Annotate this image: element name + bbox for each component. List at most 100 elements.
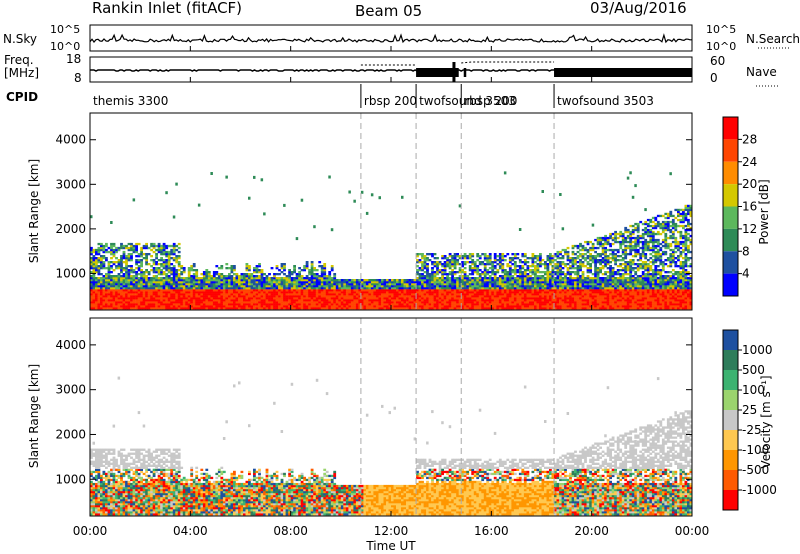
power-cell: [493, 273, 497, 276]
power-cell: [421, 293, 424, 296]
power-cell: [160, 283, 163, 286]
power-cell: [493, 281, 497, 284]
power-cell: [315, 303, 319, 306]
power-cell: [616, 295, 620, 298]
power-cell: [436, 267, 439, 270]
power-cell: [574, 267, 577, 270]
power-cell: [629, 234, 633, 238]
power-cell: [238, 299, 241, 302]
power-cell: [549, 289, 552, 292]
power-cell: [325, 297, 329, 300]
power-cell: [295, 293, 299, 296]
power-cell: [498, 303, 502, 306]
power-cell: [155, 293, 158, 296]
power-cell: [368, 279, 372, 282]
power-cell: [426, 303, 429, 306]
power-cell: [145, 281, 148, 284]
power-cell: [579, 255, 582, 258]
power-cell: [293, 287, 296, 290]
power-cell: [483, 285, 487, 288]
power-cell: [157, 291, 161, 294]
power-cell: [611, 248, 615, 252]
power-cell: [428, 275, 432, 278]
power-cell: [348, 289, 352, 292]
power-cell: [202, 287, 206, 290]
power-cell: [421, 305, 424, 308]
power-cell: [636, 295, 640, 298]
power-cell: [110, 275, 113, 278]
power-cell: [436, 285, 439, 288]
power-cell: [253, 271, 256, 274]
power-cell: [273, 307, 276, 310]
power-cell: [621, 234, 625, 238]
power-cell: [551, 261, 555, 264]
power-cell: [468, 257, 472, 260]
power-cell: [330, 285, 334, 288]
power-cell: [298, 273, 301, 276]
power-cell: [438, 305, 442, 308]
power-cell: [428, 259, 432, 262]
power-cell: [604, 234, 607, 238]
power-cell: [594, 238, 597, 242]
power-cell: [293, 293, 296, 296]
power-cell: [253, 307, 256, 310]
power-cell: [212, 287, 216, 290]
power-cell: [303, 307, 306, 310]
power-cell: [260, 277, 264, 280]
power-cell: [353, 285, 357, 288]
power-cell: [576, 281, 580, 284]
power-cell: [147, 303, 151, 306]
power-cell: [165, 277, 169, 280]
power-cell: [200, 279, 204, 282]
power-cell: [453, 293, 457, 296]
power-cell: [205, 293, 209, 296]
power-cell: [95, 269, 98, 272]
power-cell: [476, 255, 480, 258]
power-cell: [428, 299, 432, 302]
power-cell: [353, 293, 357, 296]
power-cell: [207, 273, 211, 276]
power-cell: [315, 277, 319, 280]
power-cell: [508, 279, 512, 282]
power-cell: [408, 291, 412, 294]
power-cell: [215, 285, 219, 288]
power-cell: [328, 271, 332, 274]
power-cell: [596, 277, 600, 280]
power-cell: [531, 287, 535, 290]
power-cell: [240, 279, 244, 282]
power-cell: [145, 297, 148, 300]
power-cell: [559, 289, 562, 292]
power-cell: [503, 303, 507, 306]
power-cell: [523, 263, 527, 266]
power-cell: [441, 257, 444, 260]
power-cell: [629, 232, 633, 236]
power-cell: [418, 303, 422, 306]
power-cell: [117, 291, 121, 294]
power-cell: [446, 275, 449, 278]
power-cell: [323, 307, 327, 310]
power-cell: [90, 248, 93, 252]
power-cell: [604, 283, 607, 286]
power-cell: [591, 255, 595, 258]
power-cell: [448, 301, 452, 304]
power-cell: [596, 279, 600, 282]
power-cell: [140, 261, 143, 264]
power-cell: [456, 283, 459, 286]
power-cell: [403, 289, 407, 292]
power-cell: [100, 283, 103, 286]
power-cell: [195, 291, 199, 294]
power-cell: [170, 303, 174, 306]
power-cell: [300, 287, 304, 290]
power-cell: [197, 301, 201, 304]
power-cell: [626, 297, 630, 300]
power-cell: [421, 307, 424, 310]
power-cell: [92, 275, 96, 278]
power-cell: [441, 263, 444, 266]
power-cell: [629, 230, 633, 234]
power-cell: [518, 291, 522, 294]
power-cell: [629, 295, 633, 298]
power-cell: [187, 269, 191, 272]
power-cell: [586, 240, 590, 244]
power-cell: [90, 263, 93, 266]
power-cell: [132, 277, 136, 280]
